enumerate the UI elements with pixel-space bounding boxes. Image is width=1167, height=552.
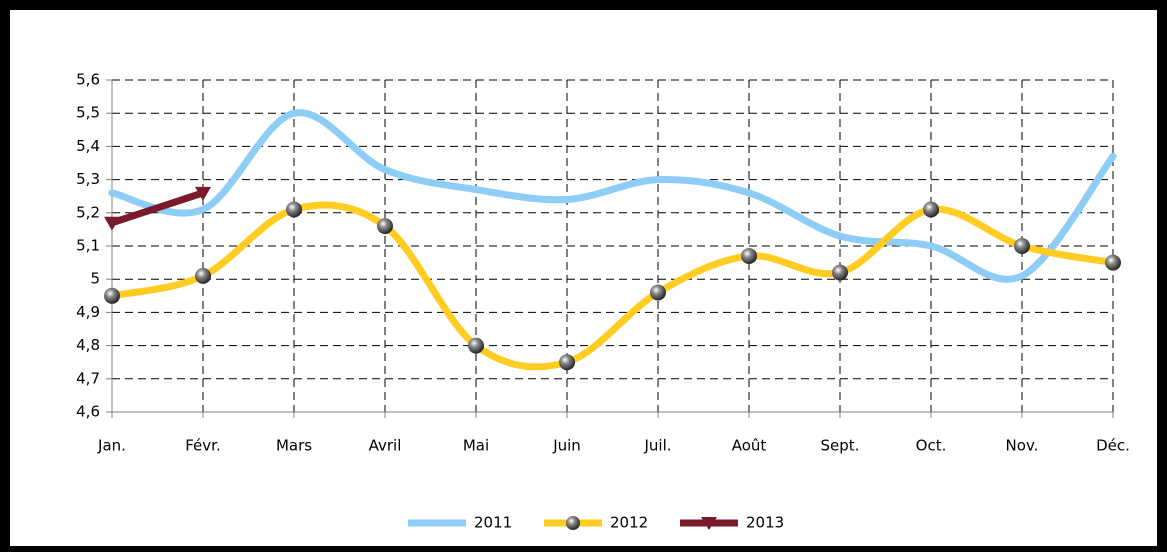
- point-marker: [832, 264, 848, 281]
- point-marker: [195, 186, 211, 201]
- point-marker: [1014, 238, 1030, 254]
- y-tick-label: 5: [90, 270, 100, 288]
- x-tick-label: Mai: [463, 437, 489, 455]
- x-tick-label: Mars: [276, 437, 312, 455]
- y-tick-label: 5,3: [76, 170, 100, 188]
- y-tick-label: 5,1: [76, 237, 100, 255]
- series-line: [108, 189, 207, 227]
- point-marker: [377, 218, 393, 235]
- y-tick-label: 4,6: [76, 403, 100, 421]
- x-tick-label: Sept.: [821, 437, 860, 455]
- x-tick-label: Nov.: [1006, 437, 1039, 455]
- point-marker: [650, 284, 666, 301]
- x-tick-label: Déc.: [1096, 437, 1130, 455]
- legend-label: 2011: [474, 514, 512, 532]
- legend-label: 2013: [746, 514, 784, 532]
- y-tick-label: 4,7: [76, 369, 100, 387]
- x-tick-label: Juin: [552, 437, 581, 455]
- point-marker: [104, 287, 120, 304]
- x-tick-label: Août: [732, 437, 767, 455]
- legend-marker: [701, 517, 717, 530]
- y-tick-label: 5,6: [76, 71, 100, 89]
- x-tick-label: Jan.: [97, 437, 126, 455]
- chart-background: [10, 10, 1157, 546]
- y-tick-label: 5,2: [76, 203, 100, 221]
- point-marker: [741, 247, 757, 264]
- y-tick-label: 5,4: [76, 137, 100, 155]
- x-tick-label: Avril: [369, 437, 402, 455]
- point-marker: [559, 354, 575, 371]
- point-marker: [1105, 254, 1121, 271]
- y-tick-label: 5,5: [76, 104, 100, 122]
- legend-label: 2012: [610, 514, 648, 532]
- y-tick-label: 4,9: [76, 303, 100, 321]
- point-marker: [104, 216, 120, 231]
- point-marker: [923, 201, 939, 218]
- x-tick-label: Oct.: [916, 437, 947, 455]
- point-marker: [195, 267, 211, 284]
- x-tick-label: Févr.: [185, 437, 220, 455]
- point-marker: [286, 201, 302, 218]
- x-tick-label: Juil.: [643, 437, 671, 455]
- y-tick-label: 4,8: [76, 336, 100, 354]
- point-marker: [468, 337, 484, 354]
- series-line: [108, 109, 1117, 283]
- legend-marker: [566, 516, 580, 530]
